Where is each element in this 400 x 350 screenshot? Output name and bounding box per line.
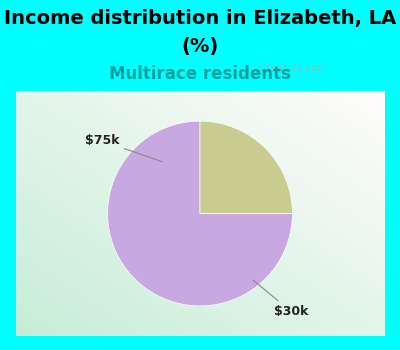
Wedge shape: [108, 121, 292, 306]
Text: City-Data.com: City-Data.com: [258, 63, 327, 74]
Text: Multirace residents: Multirace residents: [109, 65, 291, 83]
Text: $30k: $30k: [253, 280, 308, 318]
Text: (%): (%): [181, 37, 219, 56]
Text: Income distribution in Elizabeth, LA: Income distribution in Elizabeth, LA: [4, 9, 396, 28]
Text: $75k: $75k: [84, 134, 162, 162]
Wedge shape: [200, 121, 292, 214]
